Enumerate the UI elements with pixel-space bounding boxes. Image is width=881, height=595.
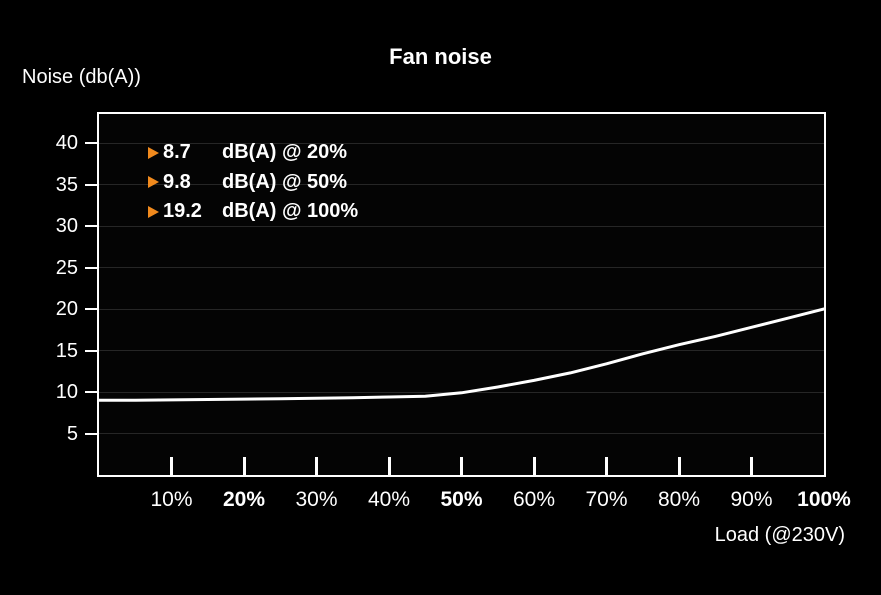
- x-tick-label-60: 60%: [512, 488, 556, 511]
- x-tick-90: [750, 457, 753, 475]
- gridline-y-30: [99, 225, 824, 227]
- y-tick-label-40: 40: [55, 132, 78, 155]
- y-tick-20: [85, 308, 99, 311]
- gridline-y-5: [99, 433, 824, 434]
- y-tick-10: [85, 391, 99, 393]
- legend-unit-label: dB(A) @ 20%: [222, 141, 348, 164]
- x-tick-70: [605, 457, 608, 475]
- legend-value: 8.7: [163, 141, 191, 164]
- x-tick-label-90: 90%: [730, 488, 773, 511]
- x-tick-80: [677, 457, 681, 475]
- x-tick-label-70: 70%: [585, 488, 628, 511]
- legend-value: 9.8: [163, 170, 191, 193]
- gridline-y-15: [99, 350, 824, 352]
- legend-row-2: 9.8 dB(A) @ 50%: [148, 168, 358, 198]
- y-tick-label-5: 5: [66, 422, 78, 445]
- y-tick-35: [85, 183, 99, 186]
- y-tick-40: [85, 142, 99, 145]
- gridline-y-25: [99, 267, 824, 269]
- noise-curve: [99, 307, 824, 402]
- x-tick-10: [170, 457, 173, 475]
- y-tick-label-25: 25: [55, 256, 78, 279]
- x-tick-label-80: 80%: [657, 488, 701, 511]
- x-tick-label-20: 20%: [222, 488, 266, 511]
- chart-title: Fan noise: [389, 44, 492, 69]
- x-tick-label-40: 40%: [367, 488, 411, 511]
- x-tick-60: [532, 457, 536, 475]
- y-tick-label-10: 10: [55, 381, 78, 403]
- plot-area: 8.7 dB(A) @ 20% 9.8 dB(A) @ 50% 19.2 dB(A) @ …: [97, 112, 826, 477]
- gridline-y-35: [99, 184, 824, 186]
- gridline-y-40: [99, 142, 824, 144]
- legend-row-1: 8.7 dB(A) @ 20%: [148, 138, 358, 168]
- legend: 8.7 dB(A) @ 20% 9.8 dB(A) @ 50% 19.2 dB(A) @ …: [148, 138, 358, 227]
- y-tick-label-35: 35: [55, 173, 78, 196]
- y-tick-25: [85, 266, 99, 269]
- legend-unit-label: dB(A) @ 100%: [222, 200, 359, 223]
- y-tick-label-20: 20: [55, 298, 78, 321]
- x-axis-title: Load (@230V): [714, 524, 845, 546]
- x-tick-20: [242, 457, 246, 475]
- legend-value: 19.2: [163, 200, 202, 223]
- y-axis-title: Noise (db(A)): [22, 66, 141, 88]
- x-tick-label-10: 10%: [150, 488, 193, 511]
- gridline-y-20: [99, 308, 824, 310]
- noise-curve-line: [99, 307, 824, 402]
- legend-marker-icon: [148, 176, 159, 189]
- y-tick-label-15: 15: [55, 339, 78, 362]
- x-tick-label-30: 30%: [295, 488, 338, 511]
- y-tick-label-30: 30: [55, 215, 78, 238]
- y-tick-30: [85, 225, 99, 228]
- x-tick-label-100: 100%: [797, 488, 851, 511]
- legend-unit-label: dB(A) @ 50%: [222, 170, 348, 193]
- x-tick-50: [460, 457, 463, 475]
- x-tick-30: [315, 457, 318, 475]
- legend-row-3: 19.2 dB(A) @ 100%: [148, 197, 358, 227]
- x-tick-40: [387, 457, 391, 475]
- y-tick-15: [85, 349, 99, 352]
- y-tick-5: [85, 432, 99, 435]
- x-tick-label-50: 50%: [440, 488, 483, 511]
- legend-marker-icon: [148, 146, 159, 159]
- legend-marker-icon: [148, 205, 159, 218]
